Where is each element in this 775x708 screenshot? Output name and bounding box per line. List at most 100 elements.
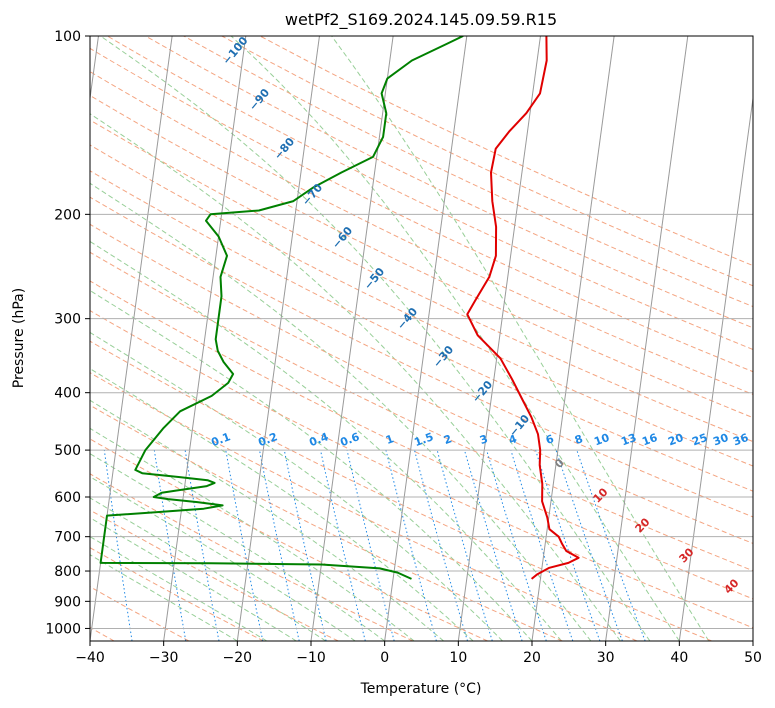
y-tick-label: 400 [54, 386, 81, 402]
y-tick-label: 200 [54, 207, 81, 223]
dry-adiabat-line [90, 547, 264, 641]
moist-adiabat-line [90, 517, 297, 641]
isotherm-line [678, 94, 753, 641]
y-axis-label: Pressure (hPa) [11, 288, 27, 388]
dry-adiabat-line [90, 196, 753, 518]
mixing-ratio-label: 0.1 [209, 430, 232, 449]
mixing-ratio-label: 20 [666, 431, 685, 449]
dry-adiabat-line [107, 36, 753, 351]
moist-adiabat-line [90, 240, 562, 641]
mixing-ratio-label: 36 [731, 431, 750, 449]
moist-adiabat-line [331, 36, 710, 641]
mixing-ratio-label: 30 [711, 431, 730, 449]
mixing-ratio-label: 1.5 [412, 430, 435, 449]
mixing-ratio-line [486, 449, 547, 641]
mixing-ratio-label: 2 [442, 432, 454, 447]
isotherm-line [531, 36, 615, 641]
mixing-ratio-label: 8 [573, 432, 585, 447]
y-tick-label: 700 [54, 530, 81, 546]
x-tick-label: 40 [670, 650, 688, 666]
x-tick-label: 30 [597, 650, 615, 666]
x-tick-label: 0 [380, 650, 389, 666]
mixing-ratio-line [555, 449, 623, 641]
plot-frame [89, 35, 754, 642]
dry-adiabat-line [90, 94, 753, 419]
mixing-ratio-line [576, 449, 646, 641]
dry-adiabat-line [183, 36, 753, 308]
mixing-ratio-label: 3 [478, 432, 490, 447]
temperature-profile-line [466, 36, 580, 580]
mixing-ratio-line [510, 449, 574, 641]
chart-title: wetPf2_S169.2024.145.09.59.R15 [285, 10, 557, 30]
moist-adiabat-line [90, 427, 415, 641]
y-tick-label: 800 [54, 564, 81, 580]
dewpoint-profile-line [99, 36, 464, 580]
mixing-ratio-label: 25 [690, 431, 709, 448]
dry-adiabat-line [90, 372, 638, 641]
x-tick-label: −10 [296, 650, 326, 666]
dry-adiabat-line [90, 404, 563, 641]
mixing-ratio-label: 10 [592, 431, 611, 449]
mixing-ratio-label: 0.6 [338, 430, 361, 449]
mixing-ratio-label: 13 [619, 431, 638, 448]
mixing-ratio-line [385, 449, 437, 641]
mixing-ratio-line [464, 449, 523, 641]
isotherm-line [310, 36, 394, 641]
moist-adiabat-line [90, 399, 444, 641]
x-axis: −40 −30 −20 −10 0 10 20 30 40 50 [75, 641, 762, 666]
isotherm-line [384, 36, 468, 641]
mixing-ratio-line [259, 450, 300, 641]
isotherm-line [605, 36, 689, 641]
x-tick-label: 20 [523, 650, 541, 666]
y-tick-label: 500 [54, 443, 81, 459]
isotherm-line [457, 36, 541, 641]
mixing-ratio-line [436, 449, 493, 641]
mixing-ratio-line [225, 450, 264, 641]
isotherm-line [163, 36, 247, 641]
dry-adiabat-line [145, 36, 753, 329]
pressure-gridlines [90, 36, 753, 629]
moist-adiabat-line [90, 113, 621, 641]
mixing-ratio-label: 0.4 [307, 430, 330, 449]
mixing-ratio-label: 6 [544, 432, 556, 447]
x-tick-label: −40 [75, 650, 105, 666]
dry-adiabat-line [90, 438, 488, 641]
y-tick-label: 1000 [45, 621, 81, 637]
dry-adiabat-line [90, 310, 753, 629]
y-tick-label: 300 [54, 312, 81, 328]
mixing-ratio-line [283, 450, 327, 641]
dry-adiabat-line [90, 280, 753, 600]
x-tick-label: −20 [223, 650, 253, 666]
moist-adiabat-line [90, 554, 238, 641]
moist-adiabat-line [90, 182, 592, 641]
mixing-ratio-line [320, 449, 366, 641]
x-tick-label: −30 [149, 650, 179, 666]
mixing-ratio-line [535, 449, 601, 641]
mixing-ratio-line [414, 449, 468, 641]
isotherm-line [236, 36, 320, 641]
moist-adiabat-line [90, 331, 503, 641]
dry-adiabat-lines [90, 36, 753, 641]
moist-adiabat-line [90, 476, 356, 641]
moist-adiabat-line [90, 536, 268, 641]
mixing-ratio-label: 0.2 [256, 430, 279, 449]
x-tick-label: 50 [744, 650, 762, 666]
moist-adiabat-line [90, 289, 533, 641]
plot-area: −100−90−80−70−60−50−40−30−20−10010203040… [90, 36, 753, 641]
y-tick-label: 100 [54, 29, 81, 45]
series-layer [99, 36, 580, 580]
y-tick-label: 600 [54, 490, 81, 506]
x-axis-label: Temperature (°C) [360, 681, 482, 697]
dry-adiabat-line [90, 223, 753, 544]
y-tick-label: 900 [54, 594, 81, 610]
mixing-ratio-label: 16 [640, 431, 659, 449]
x-tick-label: 10 [449, 650, 467, 666]
moist-adiabat-line [230, 36, 680, 641]
moist-adiabat-line [90, 368, 474, 641]
y-axis: 100 200 300 400 500 600 700 800 900 1000 [45, 29, 90, 637]
mixing-ratio-label: 4 [507, 432, 519, 447]
mixing-ratio-label: 1 [384, 432, 396, 447]
dry-adiabat-line [90, 47, 753, 373]
dry-adiabat-line [90, 71, 753, 395]
